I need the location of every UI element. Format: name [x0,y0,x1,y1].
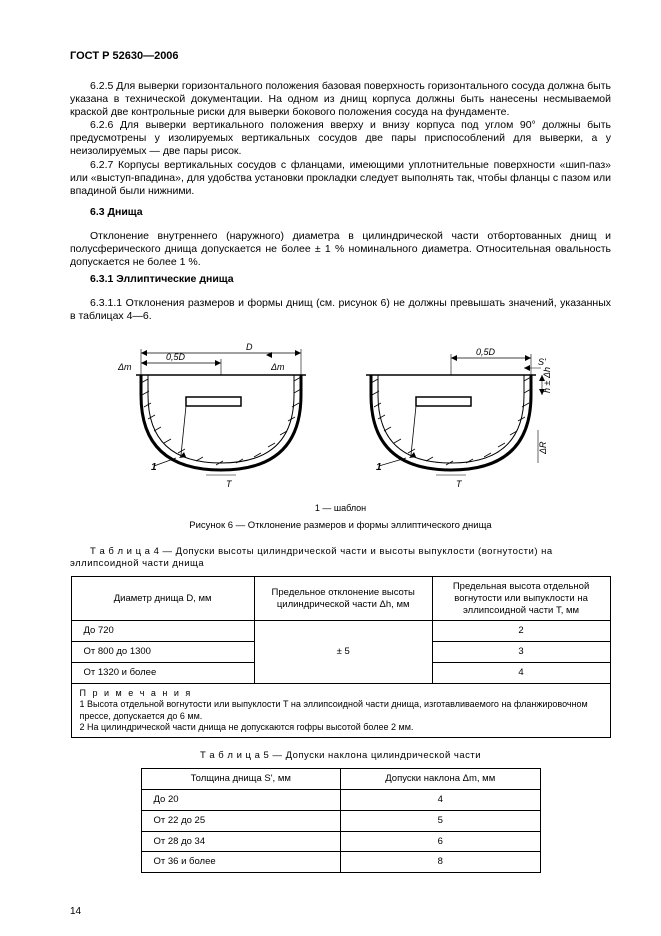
table-4-r1-c1: До 720 [71,621,254,642]
figure-dim-T-left: T [226,479,233,489]
section-6-3-title: 6.3 Днища [70,206,611,219]
figure-dim-deltaR: ΔR [538,441,548,455]
table-5-r4-c2: 8 [341,852,541,873]
table-5-r2-c2: 5 [341,810,541,831]
table-5-r4-c1: От 36 и более [141,852,341,873]
figure-6: 1 D 0,5D Δm T [70,335,611,532]
table-4-notes-title: П р и м е ч а н и я [80,688,193,698]
figure-6-left: 1 D 0,5D Δm T [117,342,306,489]
table-5-caption-rest: — Допуски наклона цилиндрической части [269,750,481,761]
table-4-notes: П р и м е ч а н и я 1 Высота отдельной в… [71,684,610,738]
figure-dim-deltam-left2: Δm [270,362,285,372]
table-row: От 28 до 34 6 [141,831,540,852]
table-5-r2-c1: От 22 до 25 [141,810,341,831]
table-4-r1-c2: ± 5 [254,621,432,684]
table-5-r3-c1: От 28 до 34 [141,831,341,852]
standard-code: ГОСТ Р 52630—2006 [70,50,611,64]
table-5-r1-c1: До 20 [141,789,341,810]
paragraph-6-2-7: 6.2.7 Корпусы вертикальных сосудов с фла… [70,159,611,198]
figure-label-1-left: 1 [151,462,157,473]
table-4-col-3: Предельная высота отдельной вогнутости и… [432,576,610,621]
figure-label-1-right: 1 [376,462,382,473]
table-5-r3-c2: 6 [341,831,541,852]
section-6-3-text: Отклонение внутреннего (наружного) диаме… [70,230,611,269]
table-4-r3-c3: 4 [432,663,610,684]
paragraph-6-3-1-1: 6.3.1.1 Отклонения размеров и формы днищ… [70,297,611,323]
table-4-note-1: 1 Высота отдельной вогнутости или выпукл… [80,699,588,720]
table-4-r1-c3: 2 [432,621,610,642]
table-4-note-2: 2 На цилиндрической части днища не допус… [80,722,414,732]
figure-6-svg: 1 D 0,5D Δm T [106,335,576,495]
table-5-r1-c2: 4 [341,789,541,810]
paragraph-6-2-5: 6.2.5 Для выверки горизонтального положе… [70,80,611,119]
figure-dim-T-right: T [456,479,463,489]
table-4-r3-c1: От 1320 и более [71,663,254,684]
figure-dim-halfD-right: 0,5D [476,347,496,357]
table-5-caption-prefix: Т а б л и ц а 5 [200,750,269,761]
table-5-col-2: Допуски наклона Δm, мм [341,768,541,789]
table-4-r2-c1: От 800 до 1300 [71,642,254,663]
table-row: От 22 до 25 5 [141,810,540,831]
figure-6-right: 1 0,5D S' h ± Δh ΔR [366,347,552,489]
page-number: 14 [70,906,81,919]
table-4-r2-c3: 3 [432,642,610,663]
figure-6-template-label: 1 — шаблон [70,503,611,514]
table-5-caption: Т а б л и ц а 5 — Допуски наклона цилинд… [70,750,611,762]
table-row: До 720 ± 5 2 [71,621,610,642]
paragraph-6-2-6: 6.2.6 Для выверки вертикального положени… [70,119,611,158]
figure-dim-D: D [246,342,253,352]
table-4-col-1: Диаметр днища D, мм [71,576,254,621]
table-row: От 36 и более 8 [141,852,540,873]
page: ГОСТ Р 52630—2006 6.2.5 Для выверки гори… [0,0,661,936]
figure-dim-S: S' [538,357,546,367]
table-4-col-2: Предельное отклонение высоты цилиндричес… [254,576,432,621]
table-5-col-1: Толщина днища S', мм [141,768,341,789]
table-row: До 20 4 [141,789,540,810]
table-4-caption-prefix: Т а б л и ц а 4 [90,546,159,557]
table-4: Диаметр днища D, мм Предельное отклонени… [71,576,611,738]
figure-dim-deltam-left: Δm [117,362,132,372]
section-6-3-1-title: 6.3.1 Эллиптические днища [70,273,611,286]
figure-dim-halfD-left: 0,5D [166,352,186,362]
table-4-caption: Т а б л и ц а 4 — Допуски высоты цилиндр… [70,546,611,570]
table-5: Толщина днища S', мм Допуски наклона Δm,… [141,768,541,873]
figure-6-caption: Рисунок 6 — Отклонение размеров и формы … [70,520,611,532]
